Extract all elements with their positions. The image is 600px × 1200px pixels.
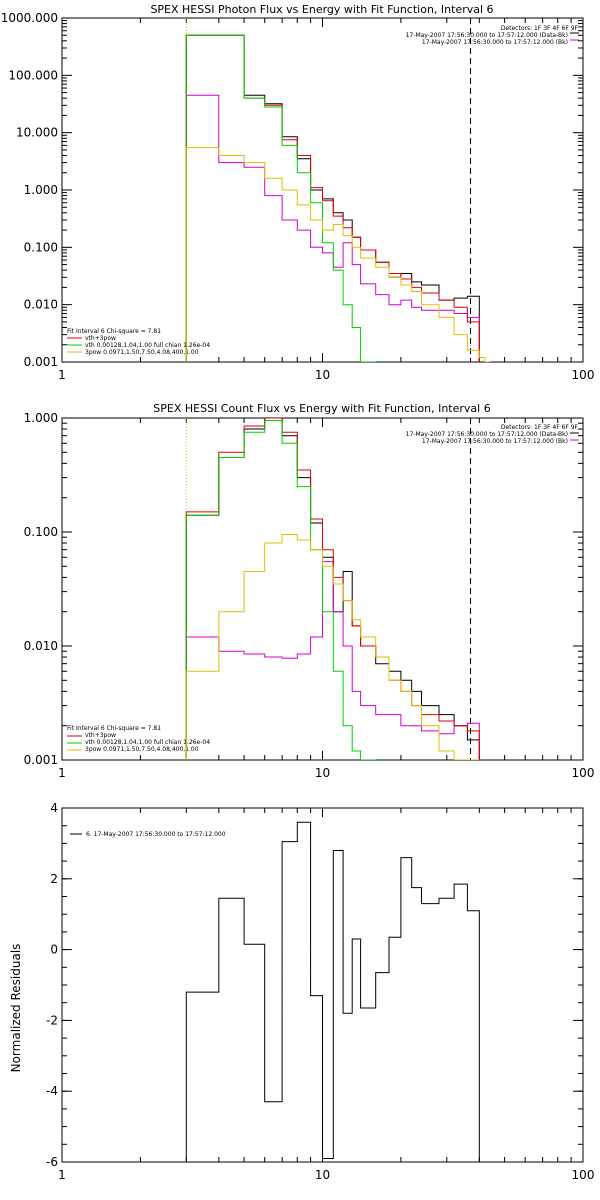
legend-vth-3pow: vth+3pow bbox=[85, 335, 116, 342]
y-tick-label: 0 bbox=[50, 943, 58, 957]
legend-vth: vth 0.00128,1.04,1.00 full chian 1.26e-0… bbox=[85, 739, 210, 746]
x-tick-label: 100 bbox=[572, 766, 595, 780]
x-tick-label: 1 bbox=[58, 766, 66, 780]
count-flux-panel: SPEX HESSI Count Flux vs Energy with Fit… bbox=[24, 402, 595, 780]
x-tick-label: 1 bbox=[58, 1168, 66, 1182]
header-data-bk: 17-May-2007 17:56:30.000 to 17:57:12.000… bbox=[406, 32, 568, 39]
series-line-0 bbox=[185, 34, 480, 362]
y-tick-label: 0.010 bbox=[24, 298, 58, 312]
y-tick-label: -4 bbox=[46, 1084, 58, 1098]
y-tick-label: 0.100 bbox=[24, 525, 58, 539]
legend-fit-interval: Fit Interval 6 Chi-square = 7.81 bbox=[67, 328, 161, 335]
y-tick-label: 4 bbox=[50, 801, 58, 815]
y-tick-label: 0.001 bbox=[24, 753, 58, 767]
residuals-panel: Normalized Residuals 6. 17-May-2007 17:5… bbox=[9, 801, 594, 1182]
y-tick-label: -2 bbox=[46, 1013, 58, 1027]
legend-vth-3pow: vth+3pow bbox=[85, 732, 116, 739]
legend-fit-interval: Fit Interval 6 Chi-square = 7.81 bbox=[67, 725, 161, 732]
header-detectors: Detectors: 1F 3F 4F 6F 9F bbox=[501, 25, 579, 32]
legend-3pow: 3pow 0.0971,1.50,7.50,4.08,400,1.00 bbox=[85, 746, 199, 753]
y-tick-label: 0.001 bbox=[24, 355, 58, 369]
series-line-3 bbox=[185, 34, 376, 362]
header-detectors: Detectors: 1F 3F 4F 6F 9F bbox=[501, 424, 579, 431]
y-tick-label: 1.000 bbox=[24, 183, 58, 197]
x-tick-label: 10 bbox=[315, 1168, 330, 1182]
y-tick-label: 0.010 bbox=[24, 639, 58, 653]
y-tick-label: 2 bbox=[50, 872, 58, 886]
y-tick-label: -6 bbox=[46, 1155, 58, 1169]
y-tick-label: 1000.000 bbox=[1, 11, 58, 25]
legend-vth: vth 0.00128,1.04,1.00 full chian 1.26e-0… bbox=[85, 342, 210, 349]
x-tick-label: 10 bbox=[315, 766, 330, 780]
photon-flux-panel: SPEX HESSI Photon Flux vs Energy with Fi… bbox=[1, 3, 595, 382]
header-bk: 17-May-2007 17:56:30.000 to 17:57:12.000… bbox=[422, 39, 568, 46]
y-tick-label: 100.000 bbox=[8, 68, 58, 82]
x-tick-label: 1 bbox=[58, 368, 66, 382]
x-tick-label: 10 bbox=[315, 368, 330, 382]
y-tick-label: 0.100 bbox=[24, 240, 58, 254]
chart-title: SPEX HESSI Photon Flux vs Energy with Fi… bbox=[150, 3, 493, 16]
chart-title: SPEX HESSI Count Flux vs Energy with Fit… bbox=[153, 402, 490, 415]
y-tick-label: 1.000 bbox=[24, 411, 58, 425]
x-tick-label: 100 bbox=[572, 1168, 595, 1182]
legend-3pow: 3pow 0.0971,1.50,7.50,4.08,400,1.00 bbox=[85, 349, 199, 356]
series-line-0 bbox=[185, 821, 480, 1162]
y-tick-label: 10.000 bbox=[16, 126, 58, 140]
header-bk: 17-May-2007 17:56:30.000 to 17:57:12.000… bbox=[422, 438, 568, 445]
series-line-3 bbox=[185, 420, 376, 760]
legend-residual-series: 6. 17-May-2007 17:56:30.000 to 17:57:12.… bbox=[86, 831, 226, 838]
y-axis-label: Normalized Residuals bbox=[9, 944, 23, 1073]
series-line-4 bbox=[185, 147, 491, 362]
header-data-bk: 17-May-2007 17:56:30.000 to 17:57:12.000… bbox=[406, 431, 568, 438]
x-tick-label: 100 bbox=[572, 368, 595, 382]
series-line-4 bbox=[185, 534, 480, 760]
